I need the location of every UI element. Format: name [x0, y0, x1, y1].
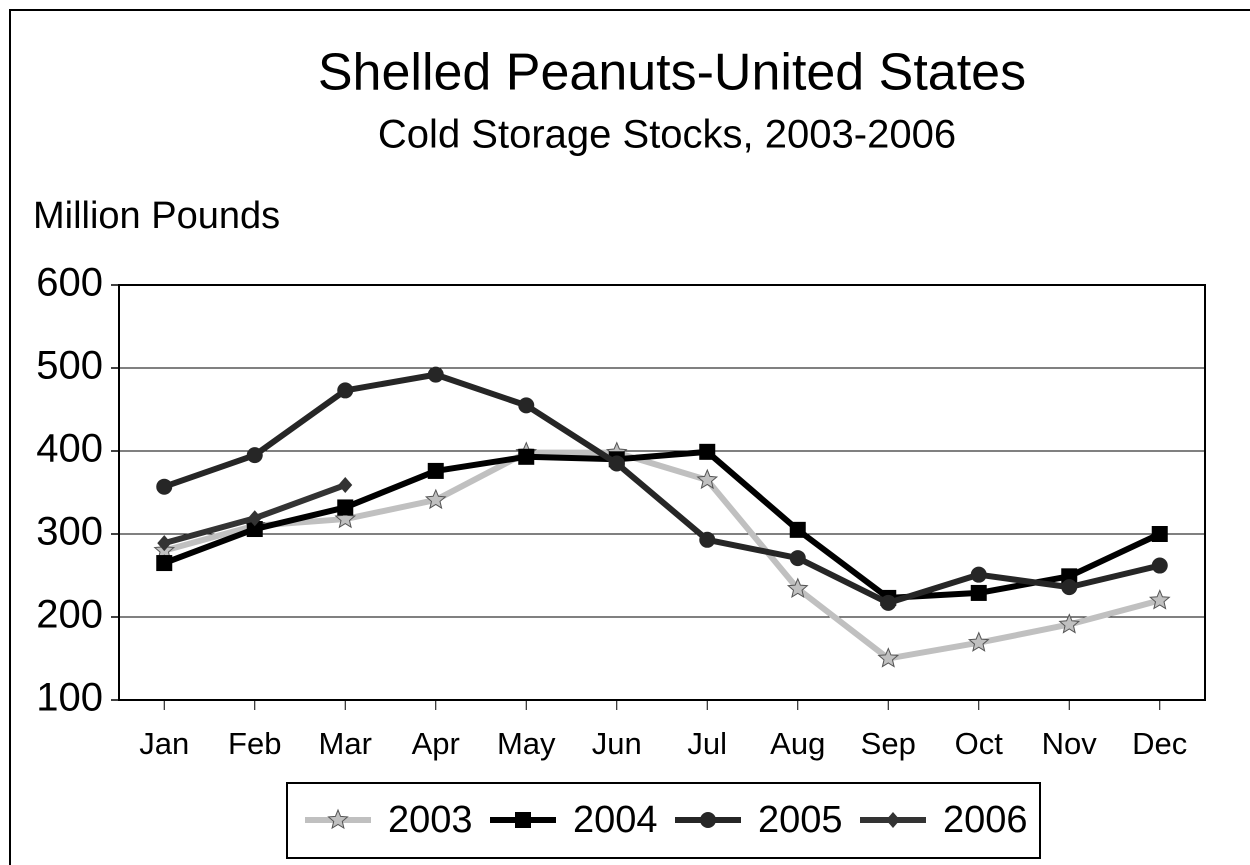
data-point: [427, 366, 444, 383]
data-point: [1058, 613, 1081, 634]
y-tick-label: 100: [36, 676, 103, 720]
legend-marker: [700, 812, 716, 828]
data-point: [1061, 579, 1078, 596]
legend-label: 2006: [943, 799, 1028, 841]
data-point: [518, 448, 535, 465]
legend-marker: [327, 808, 349, 830]
data-point: [1151, 557, 1168, 574]
x-tick-label: Nov: [1042, 726, 1098, 761]
y-tick-label: 400: [36, 427, 103, 471]
data-point: [877, 647, 900, 668]
data-point: [967, 631, 990, 652]
data-point: [334, 507, 357, 529]
data-point: [608, 455, 625, 472]
y-axis-label: Million Pounds: [33, 195, 280, 237]
chart-frame: [9, 9, 1250, 865]
data-point: [246, 447, 263, 464]
data-point: [246, 521, 263, 538]
data-point: [699, 531, 716, 548]
y-tick-label: 300: [36, 510, 103, 554]
x-tick-label: Jan: [139, 726, 189, 761]
series-line: [163, 371, 1161, 606]
chart-title: Shelled Peanuts-United States: [318, 44, 1026, 102]
legend-label: 2004: [573, 799, 658, 841]
data-point: [157, 535, 172, 552]
data-point: [970, 584, 987, 601]
data-point: [1148, 589, 1171, 610]
data-point: [1151, 526, 1168, 542]
legend-label: 2003: [388, 799, 473, 841]
y-tick-label: 600: [36, 261, 103, 305]
series-line: [163, 449, 1161, 662]
x-tick-label: Aug: [770, 726, 825, 761]
x-tick-label: Oct: [955, 726, 1004, 761]
x-tick-label: Jul: [687, 726, 727, 761]
y-tick-label: 500: [36, 344, 103, 388]
data-point: [247, 510, 262, 527]
x-tick-label: Sep: [861, 726, 916, 761]
data-point: [789, 521, 806, 538]
data-point: [789, 550, 806, 567]
legend-marker: [886, 812, 900, 828]
data-point: [518, 397, 535, 414]
data-point: [156, 555, 173, 572]
x-tick-label: Mar: [319, 726, 372, 761]
x-tick-label: Feb: [228, 726, 281, 761]
data-point: [699, 443, 716, 460]
data-point: [337, 382, 354, 399]
data-point: [970, 566, 987, 583]
series-line: [163, 448, 1162, 601]
x-tick-label: May: [497, 726, 556, 761]
x-tick-label: Dec: [1132, 726, 1187, 761]
data-point: [786, 577, 809, 598]
plot-area: [118, 284, 1206, 701]
legend-marker: [515, 812, 531, 828]
y-tick-label: 200: [36, 593, 103, 637]
chart-subtitle: Cold Storage Stocks, 2003-2006: [378, 113, 956, 157]
x-tick-label: Jun: [592, 726, 642, 761]
data-point: [696, 468, 719, 490]
data-point: [337, 499, 354, 516]
data-point: [156, 478, 173, 495]
data-point: [427, 462, 444, 479]
legend-label: 2005: [758, 799, 843, 841]
x-tick-label: Apr: [412, 726, 460, 761]
data-point: [338, 477, 353, 494]
data-point: [424, 488, 447, 510]
data-point: [880, 594, 897, 611]
